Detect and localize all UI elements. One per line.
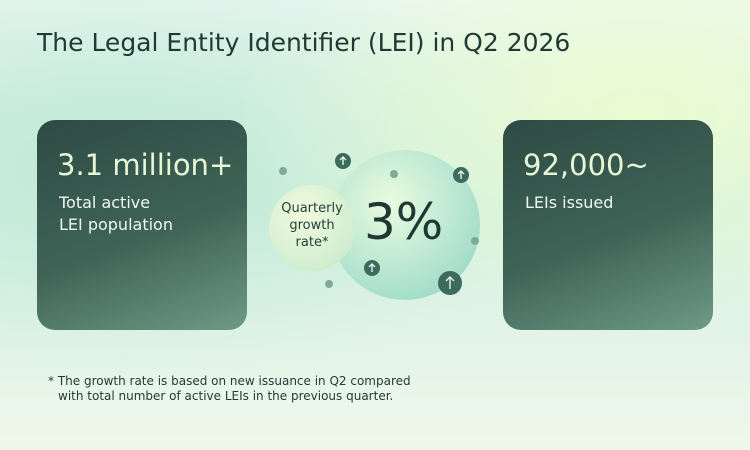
card: 3.1 million+ Total active LEI population	[37, 120, 247, 330]
card-label: LEI population	[59, 215, 173, 234]
card-label: LEIs issued	[525, 193, 614, 212]
card: 92,000~ LEIs issued	[503, 120, 713, 330]
bubble-label-line: Quarterly	[281, 201, 343, 216]
bubble-label: Quarterly growth rate*	[262, 200, 362, 251]
footnote: with total number of active LEIs in the …	[58, 389, 394, 403]
card-value: 3.1 million+	[57, 148, 234, 182]
title: The Legal Entity Identifier (LEI) in Q2 …	[37, 28, 571, 57]
card-label: Total active	[59, 193, 151, 212]
footnote: * The growth rate is based on new issuan…	[48, 374, 411, 388]
bubble-label-line: rate*	[295, 235, 329, 250]
bubble-label-line: growth	[289, 218, 335, 233]
bubble-value: 3%	[364, 193, 444, 251]
bubble	[269, 185, 355, 271]
card-value: 92,000~	[523, 148, 649, 182]
arrows	[339, 156, 465, 289]
